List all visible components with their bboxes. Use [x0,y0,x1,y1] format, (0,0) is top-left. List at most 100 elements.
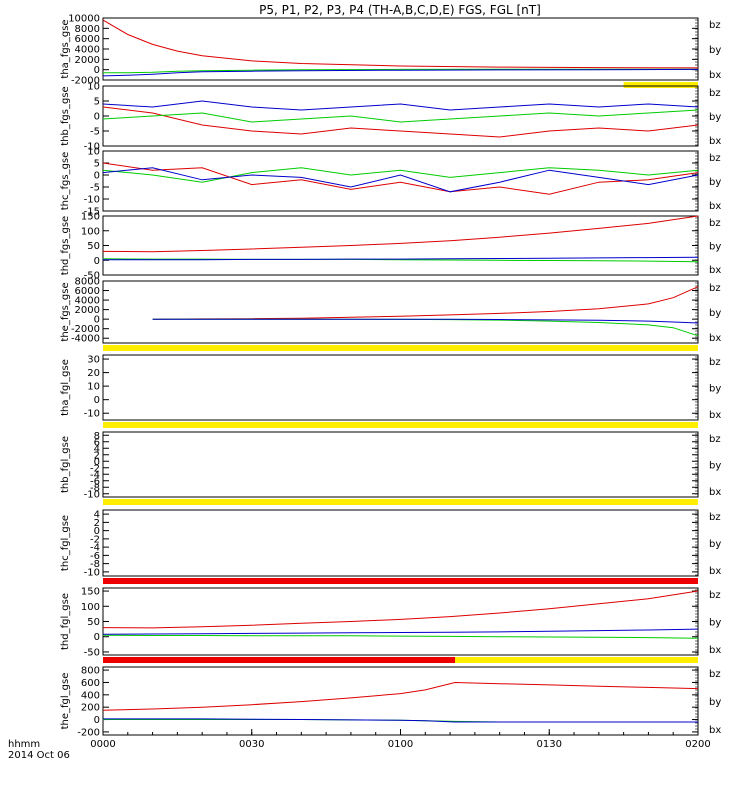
legend-bz: bz [709,357,721,368]
panel-ylabel: thc_fgs_gse [60,152,71,211]
legend-bx: bx [709,201,721,212]
series-bz [102,215,699,253]
y-tick-label: 600 [81,678,100,689]
y-tick-label: 150 [81,212,100,223]
y-tick-label: -5 [90,183,100,194]
legend-by: by [709,384,721,395]
y-tick-label: 0 [94,457,100,468]
y-tick-label: 10 [87,82,100,93]
y-tick-label: -2000 [71,76,100,87]
series-bx [102,167,699,193]
y-tick-label: 4000 [75,45,100,56]
legend-bx: bx [709,566,721,577]
legend-bz: bz [709,512,721,523]
series-bz [152,286,699,320]
y-tick-label: 6000 [75,34,100,45]
panel-ylabel: thd_fgs_gse [60,216,71,275]
y-tick-label: -10 [84,567,100,578]
x-tick-label: 0000 [90,739,115,750]
panel-frame [102,509,699,577]
panel-ylabel: thc_fgl_gse [60,515,71,571]
legend-by: by [709,45,721,56]
panel-8: 420-2-4-6-8-10 thc_fgl_gse bz by bx [60,509,721,584]
y-tick-label: 50 [87,617,100,628]
series-bz [102,106,699,138]
y-tick-label: 50 [87,241,100,252]
series-bx [103,256,699,261]
legend-bz: bz [709,153,721,164]
x-tick-label: 0200 [685,739,710,750]
status-bar [103,499,698,505]
y-tick-label: 5 [94,97,100,108]
panel-frame [102,215,699,276]
y-tick-label: 8000 [75,24,100,35]
y-tick-label: 6000 [75,286,100,297]
y-tick-label: 800 [81,666,100,677]
y-tick-label: -8 [90,483,100,494]
panel-6: 30 20 10 0 -10 tha_fgl_gse bz by bx [60,354,721,428]
y-tick-label: 8000 [75,277,100,288]
x-axis-corner-label: hhmm [8,739,40,750]
y-tick-label: 0 [94,112,100,123]
panel-frame [102,280,699,344]
legend-by: by [709,308,721,319]
y-tick-label: 0 [94,632,100,643]
y-tick-label: -6 [90,476,100,487]
legend-by: by [709,461,721,472]
series-by [103,68,698,74]
y-tick-label: -50 [84,647,100,658]
panel-ylabel: thd_fgl_gse [60,593,71,650]
series-by [102,109,699,123]
panel-frame [102,150,699,212]
panel-ylabel: the_fgs_gse [60,282,71,341]
y-tick-label: -15 [84,207,100,218]
plot-title: P5, P1, P2, P3, P4 (TH-A,B,C,D,E) FGS, F… [259,3,541,17]
series-bz [102,162,699,195]
panel-frame [102,587,699,656]
y-tick-label: 5 [94,159,100,170]
y-tick-label: -4000 [71,334,100,345]
series-bz [102,19,699,69]
panel-frame [102,431,699,498]
series-bz [102,590,699,629]
series-bx [102,100,699,111]
x-tick-label: 0030 [239,739,264,750]
y-tick-label: -8 [90,559,100,570]
panel-ylabel: thb_fgs_gse [60,86,71,145]
status-bar [103,345,698,351]
y-tick-label: 0 [94,171,100,182]
legend-by: by [709,539,721,550]
y-tick-label: -50 [84,271,100,282]
panel-4: 150 100 50 0 -50 thd_fgs_gse bz by bx [60,212,721,282]
y-tick-label: -10 [84,142,100,153]
status-bar [103,422,698,428]
legend-bz: bz [709,20,721,31]
legend-bx: bx [709,487,721,498]
x-axis-date-label: 2014 Oct 06 [8,750,70,761]
legend-bz: bz [709,590,721,601]
y-tick-label: 100 [81,602,100,613]
series-bx [103,718,698,723]
y-tick-label: 400 [81,690,100,701]
y-tick-label: 10 [87,382,100,393]
legend-by: by [709,177,721,188]
x-axis: 0000 0030 0100 0130 0200 [90,729,711,750]
series-by [102,634,699,639]
y-tick-label: 4000 [75,296,100,307]
panel-2: 10 5 0 -5 -10 thb_fgs_gse bz by bx [60,82,721,153]
legend-bx: bx [709,70,721,81]
y-tick-label: 0 [94,256,100,267]
y-tick-label: 0 [94,315,100,326]
panel-9: 150 100 50 0 -50 thd_fgl_gse bz by bx [60,587,721,663]
legend-bz: bz [709,88,721,99]
series-bx [102,68,699,77]
status-bar [103,657,456,663]
legend-bx: bx [709,265,721,276]
legend-by: by [709,618,721,629]
y-tick-label: 10000 [68,14,100,25]
